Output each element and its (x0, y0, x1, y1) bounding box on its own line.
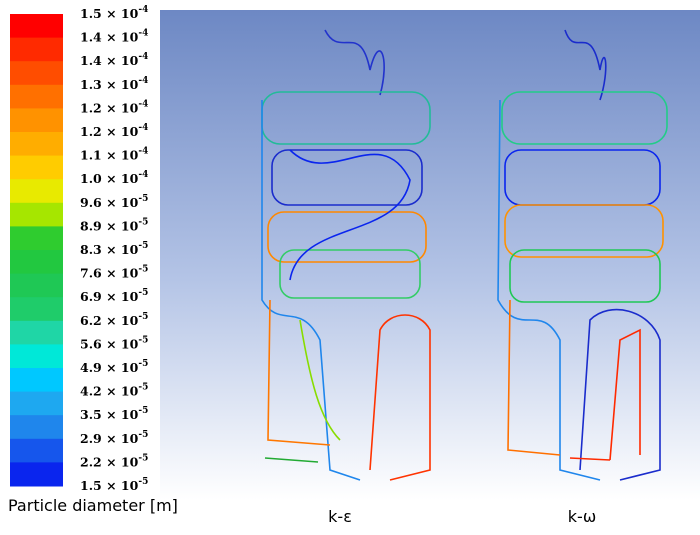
label-base: 2.2 × 10 (80, 454, 139, 469)
colorbar-label: 8.9 × 10-5 (80, 217, 148, 233)
colorbar-bin (10, 439, 63, 463)
colorbar-bin (10, 203, 63, 227)
label-exponent: -5 (138, 241, 148, 251)
colorbar-bin (10, 14, 63, 38)
label-base: 4.9 × 10 (80, 360, 139, 375)
colorbar-bin (10, 61, 63, 85)
colorbar-bin (10, 368, 63, 392)
label-exponent: -4 (138, 5, 148, 15)
label-base: 2.9 × 10 (80, 430, 139, 445)
label-base: 1.0 × 10 (80, 171, 139, 186)
label-exponent: -5 (138, 288, 148, 298)
label-base: 1.3 × 10 (80, 76, 139, 91)
label-base: 3.5 × 10 (80, 407, 139, 422)
colorbar-label: 1.4 × 10-4 (80, 28, 148, 44)
colorbar-bin (10, 38, 63, 62)
label-base: 1.2 × 10 (80, 124, 139, 139)
label-base: 7.6 × 10 (80, 265, 139, 280)
colorbar-bin (10, 179, 63, 203)
colorbar-label: 2.9 × 10-5 (80, 429, 148, 445)
label-exponent: -5 (138, 311, 148, 321)
colorbar: 1.5 × 10-41.4 × 10-41.4 × 10-41.3 × 10-4… (10, 5, 148, 493)
label-exponent: -4 (138, 146, 148, 156)
label-base: 8.3 × 10 (80, 242, 139, 257)
colorbar-bin (10, 415, 63, 439)
colorbar-bin (10, 226, 63, 250)
label-exponent: -4 (138, 75, 148, 85)
colorbar-bin (10, 344, 63, 368)
label-exponent: -5 (138, 359, 148, 369)
colorbar-label: 1.3 × 10-4 (80, 75, 148, 91)
colorbar-label: 1.0 × 10-4 (80, 170, 148, 186)
colorbar-label: 1.5 × 10-4 (80, 5, 148, 21)
colorbar-label: 9.6 × 10-5 (80, 193, 148, 209)
colorbar-label: 8.3 × 10-5 (80, 241, 148, 257)
colorbar-label: 1.2 × 10-4 (80, 123, 148, 139)
colorbar-bin (10, 392, 63, 416)
colorbar-label: 1.1 × 10-4 (80, 146, 148, 162)
panel-label: k-ω (568, 507, 596, 526)
label-base: 1.1 × 10 (80, 147, 139, 162)
label-base: 1.5 × 10 (80, 478, 139, 493)
colorbar-label: 6.2 × 10-5 (80, 311, 148, 327)
colorbar-bin (10, 462, 63, 486)
label-base: 1.4 × 10 (80, 53, 139, 68)
label-exponent: -5 (138, 193, 148, 203)
label-base: 8.9 × 10 (80, 218, 139, 233)
colorbar-label: 1.5 × 10-5 (80, 477, 148, 493)
label-exponent: -4 (138, 99, 148, 109)
colorbar-bin (10, 85, 63, 109)
label-exponent: -4 (138, 123, 148, 133)
label-base: 6.2 × 10 (80, 312, 139, 327)
label-exponent: -5 (138, 453, 148, 463)
label-exponent: -4 (138, 28, 148, 38)
colorbar-label: 1.2 × 10-4 (80, 99, 148, 115)
colorbar-label: 4.2 × 10-5 (80, 382, 148, 398)
label-exponent: -5 (138, 264, 148, 274)
colorbar-label: 2.2 × 10-5 (80, 453, 148, 469)
colorbar-title: Particle diameter [m] (8, 496, 178, 515)
label-exponent: -5 (138, 382, 148, 392)
colorbar-bin (10, 108, 63, 132)
label-base: 6.9 × 10 (80, 289, 139, 304)
label-exponent: -5 (138, 477, 148, 487)
label-base: 4.2 × 10 (80, 383, 139, 398)
colorbar-label: 1.4 × 10-4 (80, 52, 148, 68)
colorbar-label: 3.5 × 10-5 (80, 406, 148, 422)
label-base: 1.5 × 10 (80, 6, 139, 21)
colorbar-label: 6.9 × 10-5 (80, 288, 148, 304)
colorbar-bin (10, 274, 63, 298)
colorbar-bin (10, 297, 63, 321)
colorbar-label: 5.6 × 10-5 (80, 335, 148, 351)
label-exponent: -5 (138, 406, 148, 416)
colorbar-label: 4.9 × 10-5 (80, 359, 148, 375)
label-base: 1.2 × 10 (80, 100, 139, 115)
colorbar-bin (10, 156, 63, 180)
label-exponent: -5 (138, 335, 148, 345)
label-base: 9.6 × 10 (80, 194, 139, 209)
label-exponent: -5 (138, 217, 148, 227)
label-base: 1.4 × 10 (80, 29, 139, 44)
figure: 1.5 × 10-41.4 × 10-41.4 × 10-41.3 × 10-4… (0, 0, 700, 535)
colorbar-bin (10, 132, 63, 156)
label-exponent: -4 (138, 170, 148, 180)
colorbar-label: 7.6 × 10-5 (80, 264, 148, 280)
colorbar-bin (10, 321, 63, 345)
panel-label: k-ε (328, 507, 352, 526)
colorbar-bin (10, 250, 63, 274)
label-exponent: -5 (138, 429, 148, 439)
label-exponent: -4 (138, 52, 148, 62)
label-base: 5.6 × 10 (80, 336, 139, 351)
